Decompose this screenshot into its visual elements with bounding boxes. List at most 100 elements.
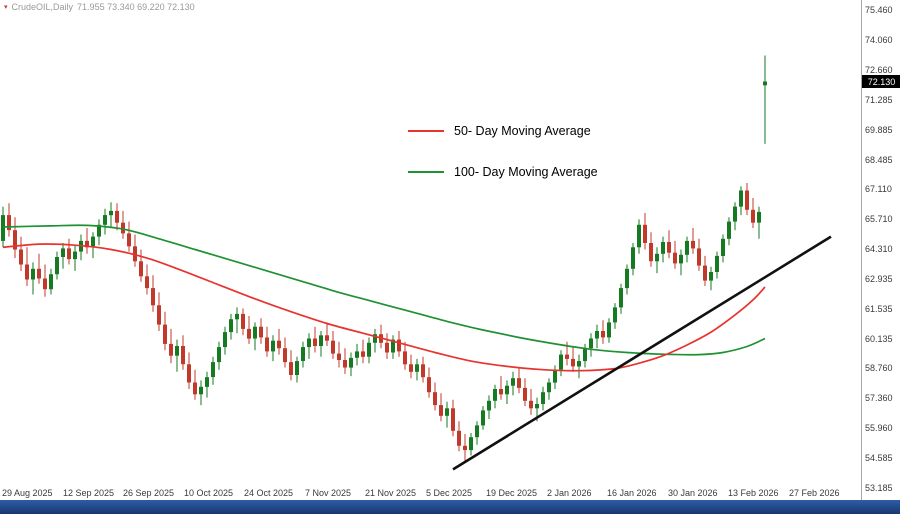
price-axis-label: 54.585 xyxy=(865,453,893,463)
candle-body xyxy=(247,328,251,339)
candle-body xyxy=(223,332,227,348)
candle-body xyxy=(295,361,299,375)
candle-body xyxy=(145,276,149,289)
candle-body xyxy=(613,307,617,323)
price-axis[interactable]: 72.130 75.460 74.060 72.660 71.285 69.885 68.… xyxy=(861,0,900,500)
candle-body xyxy=(445,408,449,416)
candle-body xyxy=(721,238,725,256)
legend-item-ma50: 50- Day Moving Average xyxy=(408,122,598,140)
price-axis-label: 68.485 xyxy=(865,155,893,165)
ma100-line-sample xyxy=(408,171,444,173)
candle-body xyxy=(703,265,707,281)
candle-body xyxy=(511,378,515,386)
candle-body xyxy=(547,382,551,393)
ma50-line-sample xyxy=(408,130,444,132)
candle-body xyxy=(37,268,41,279)
candle-body xyxy=(481,410,485,426)
candle-body xyxy=(517,378,521,388)
candle-body xyxy=(367,342,371,357)
time-axis-label: 16 Jan 2026 xyxy=(607,488,657,498)
candle-body xyxy=(343,360,347,368)
candle-body xyxy=(451,408,455,431)
candle-body xyxy=(607,322,611,338)
candle-body xyxy=(157,305,161,325)
time-axis-label: 26 Sep 2025 xyxy=(123,488,175,498)
price-axis-label: 57.360 xyxy=(865,393,893,403)
candle-body xyxy=(733,206,737,222)
time-axis-label: 24 Oct 2025 xyxy=(244,488,294,498)
price-axis-label: 71.285 xyxy=(865,95,893,105)
candle-body xyxy=(475,425,479,438)
candle-body xyxy=(139,261,143,277)
candle-body xyxy=(127,233,131,247)
ma100-label: 100- Day Moving Average xyxy=(454,165,598,179)
price-chart[interactable] xyxy=(0,0,861,500)
candle-body xyxy=(727,221,731,239)
candle-body xyxy=(229,319,233,333)
candle-body xyxy=(373,334,377,343)
candle-body xyxy=(649,243,653,262)
price-axis-label: 58.760 xyxy=(865,363,893,373)
price-axis-label: 72.660 xyxy=(865,65,893,75)
current-price-tag: 72.130 xyxy=(862,75,900,88)
candle-body xyxy=(415,364,419,372)
candle-body xyxy=(499,389,503,395)
price-axis-label: 74.060 xyxy=(865,35,893,45)
candle-body xyxy=(31,268,35,280)
candle-body xyxy=(211,362,215,378)
candle-body xyxy=(667,242,671,253)
time-axis-label: 5 Dec 2025 xyxy=(426,488,473,498)
candle-body xyxy=(619,288,623,308)
candle-body xyxy=(67,248,71,260)
candle-body xyxy=(715,255,719,272)
candle-body xyxy=(265,337,269,352)
candle-body xyxy=(583,348,587,362)
candle-body xyxy=(109,210,113,216)
candle-body xyxy=(277,340,281,349)
candle-body xyxy=(457,430,461,446)
price-axis-label: 65.710 xyxy=(865,214,893,224)
candle-body xyxy=(595,331,599,339)
candle-body xyxy=(673,252,677,264)
trendline[interactable] xyxy=(452,235,832,471)
candle-body xyxy=(7,215,11,231)
candle-body xyxy=(559,354,563,370)
candle-body xyxy=(55,257,59,275)
candle-body xyxy=(409,364,413,372)
candle-body xyxy=(577,361,581,367)
candle-body xyxy=(115,210,119,223)
candle-body xyxy=(463,445,467,451)
candle-body xyxy=(181,346,185,365)
candle-body xyxy=(679,254,683,264)
candle-body xyxy=(601,331,605,338)
ma50-line xyxy=(2,243,766,372)
candle-body xyxy=(697,248,701,266)
candle-body xyxy=(757,211,761,223)
time-axis-label: 7 Nov 2025 xyxy=(305,488,352,498)
candle-body xyxy=(685,240,689,255)
candle-body xyxy=(271,340,275,352)
candle-body xyxy=(391,339,395,353)
candle-body xyxy=(571,358,575,367)
candle-body xyxy=(19,249,23,265)
candle-body xyxy=(439,405,443,416)
time-axis-label: 19 Dec 2025 xyxy=(486,488,538,498)
price-axis-label: 53.185 xyxy=(865,483,893,493)
candle-body xyxy=(283,348,287,363)
legend-item-ma100: 100- Day Moving Average xyxy=(408,163,598,181)
time-axis-label: 27 Feb 2026 xyxy=(789,488,840,498)
symbol-label: CrudeOIL,Daily xyxy=(11,2,74,12)
time-axis[interactable]: 29 Aug 2025 12 Sep 2025 26 Sep 2025 10 Oct … xyxy=(0,488,861,500)
candle-body xyxy=(151,288,155,306)
candle-body xyxy=(307,338,311,348)
candle-body xyxy=(643,224,647,243)
taskbar[interactable] xyxy=(0,500,900,514)
price-axis-label: 75.460 xyxy=(865,5,893,15)
price-axis-label: 64.310 xyxy=(865,244,893,254)
candle-body xyxy=(469,437,473,451)
candle-body xyxy=(433,392,437,406)
price-axis-label: 62.935 xyxy=(865,274,893,284)
candle-body xyxy=(349,357,353,368)
ma50-label: 50- Day Moving Average xyxy=(454,124,591,138)
candle-body xyxy=(301,347,305,361)
